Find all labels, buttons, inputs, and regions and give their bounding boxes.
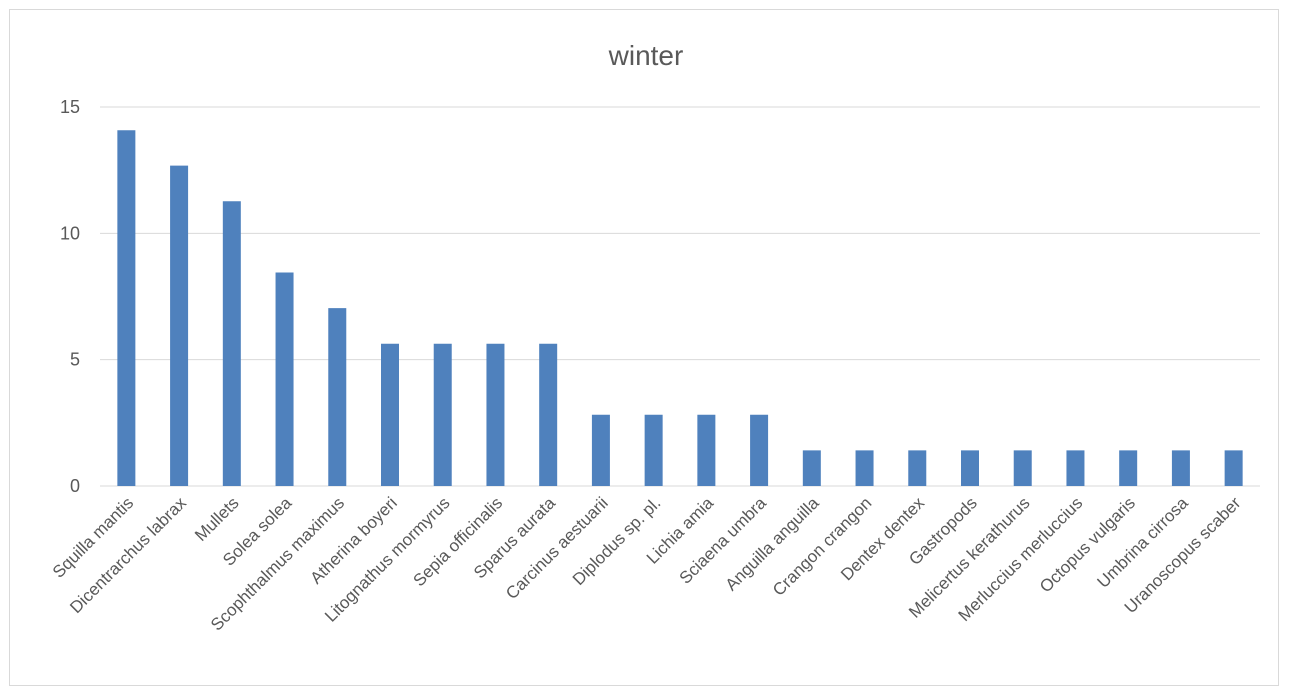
gridlines [100, 106, 1260, 487]
x-category-label: Anguilla anguilla [722, 493, 823, 594]
chart-title: winter [608, 40, 684, 71]
bar [644, 414, 663, 486]
y-tick-label: 5 [70, 350, 80, 370]
x-category-label: Umbrina cirrosa [1093, 493, 1192, 592]
bar-chart: winter 0 5 10 15 Squilla mantisDicentrarchu… [49, 40, 1260, 634]
bar [433, 343, 452, 486]
y-tick-label: 10 [60, 223, 80, 243]
bars [117, 130, 1243, 487]
bar [1013, 450, 1032, 486]
x-category-label: Crangon crangon [769, 493, 875, 599]
y-tick-label: 15 [60, 97, 80, 117]
y-tick-label: 0 [70, 476, 80, 496]
bar [1224, 450, 1243, 486]
bar [591, 414, 610, 486]
bar [855, 450, 874, 486]
bar [697, 414, 716, 486]
bar [539, 343, 558, 486]
bar [381, 343, 399, 486]
bar [328, 308, 347, 486]
bar [117, 130, 136, 486]
x-category-label: Sepia officinalis [410, 493, 507, 590]
bar [486, 343, 505, 486]
chart-frame: winter 0 5 10 15 Squilla mantis Dicentrarchu… [9, 9, 1279, 686]
bar [222, 201, 241, 486]
bar [802, 450, 821, 486]
bar [1171, 450, 1190, 486]
x-category-label: Mullets [191, 493, 243, 545]
bar [170, 165, 189, 487]
bar [1066, 450, 1085, 486]
bar [750, 414, 769, 486]
x-category-label: Octopus vulgaris [1036, 493, 1139, 596]
bar [961, 450, 979, 486]
y-axis-ticks: 0 5 10 15 [60, 97, 80, 496]
bar [908, 450, 927, 486]
bar [275, 272, 294, 486]
bar [1119, 450, 1138, 486]
